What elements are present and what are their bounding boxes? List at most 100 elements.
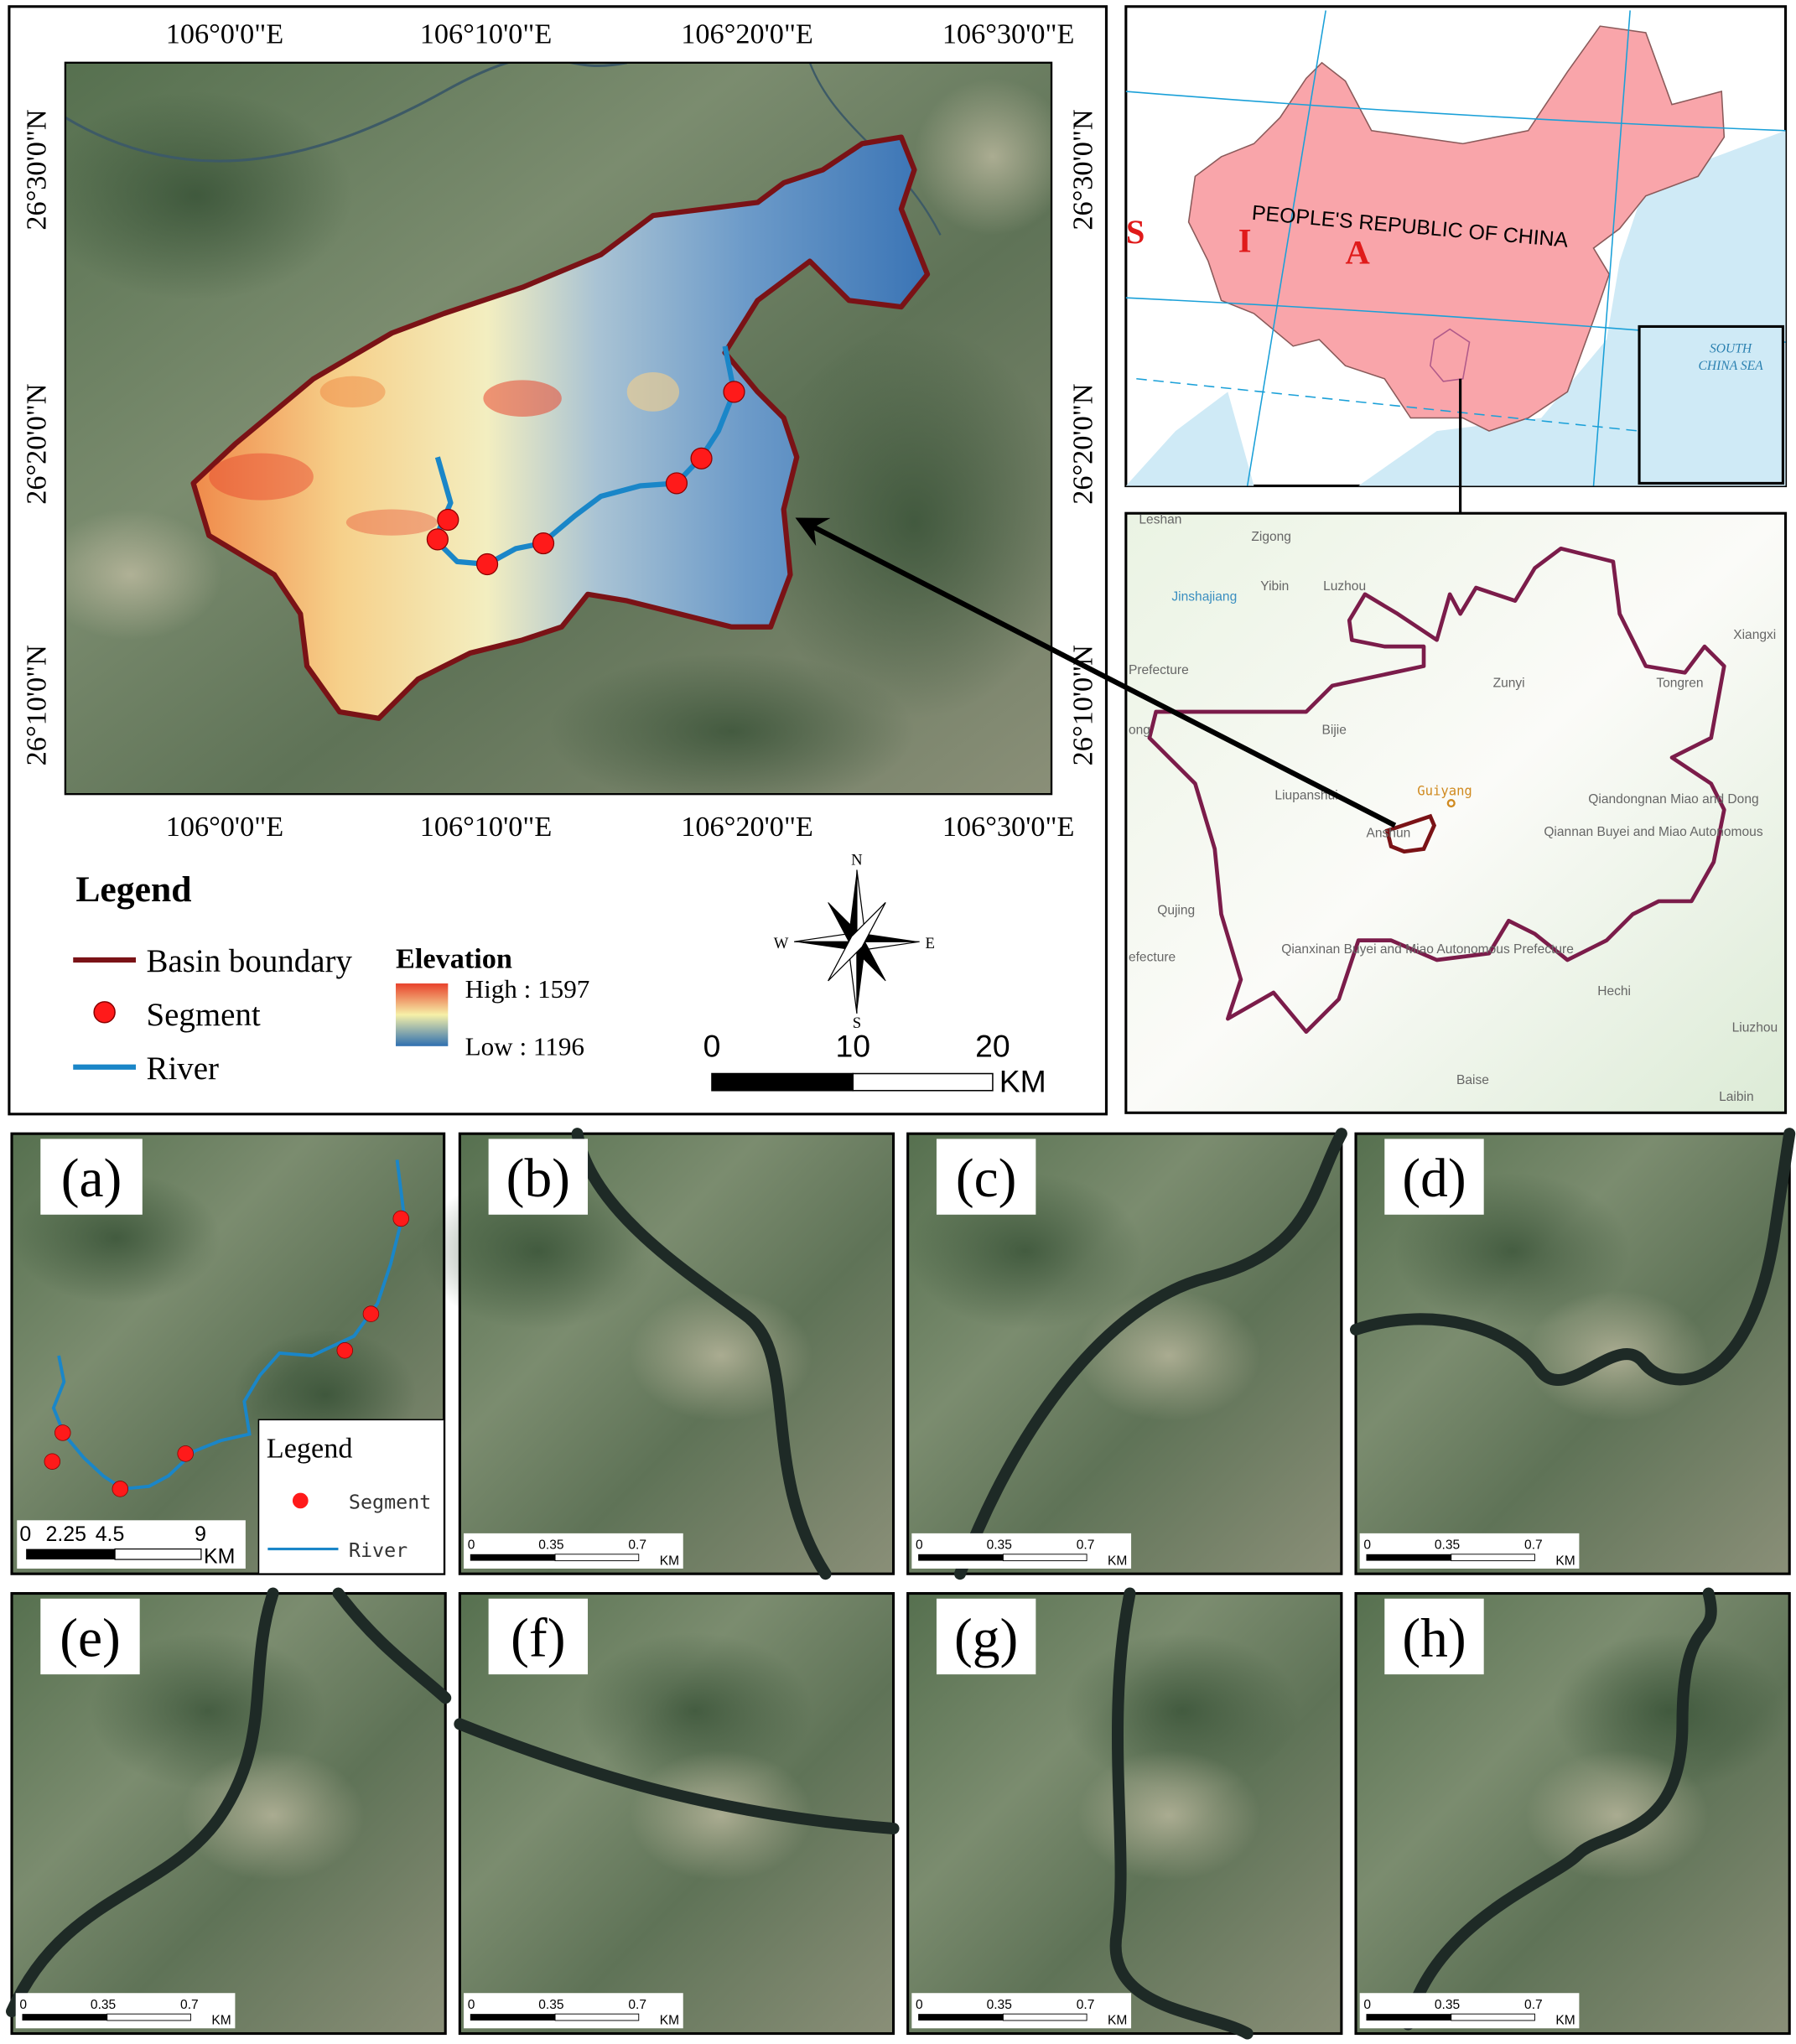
scale-unit: KM (1555, 1554, 1575, 1568)
scale-label: 0.35 (1435, 1998, 1460, 2012)
lon-label-top: 106°20'0"E (681, 18, 813, 49)
scale-label: 0 (19, 1523, 31, 1546)
panel-g: (g) 0 0.35 0.7 KM (906, 1587, 1343, 2040)
scale-label: 0.7 (1077, 1538, 1095, 1553)
vegetation-patch (1551, 1632, 1788, 1790)
settlement-patch (1077, 1750, 1261, 1881)
place-label: Leshan (1139, 513, 1181, 527)
panel-d: (d) 0 0.35 0.7 KM (1350, 1128, 1796, 1575)
place-label: Luzhou (1323, 579, 1366, 594)
scale-label: 0.7 (1077, 1998, 1095, 2012)
main-scale-bar: 0 10 20 KM (703, 1028, 1046, 1098)
south-china-sea-inset (1638, 324, 1784, 485)
segment-points (426, 381, 745, 576)
segment-point[interactable] (426, 528, 449, 551)
scale-bar-black (1366, 2014, 1451, 2021)
scale-label: 0 (468, 1538, 475, 1553)
label-box (488, 1598, 589, 1675)
segment-swatch (93, 1001, 116, 1024)
scale-bar-black (918, 1554, 1004, 1561)
scale-label: 0.7 (628, 1538, 646, 1553)
inset-label: SOUTH (1710, 342, 1752, 356)
segment-point[interactable] (112, 1481, 129, 1497)
segment-point[interactable] (475, 553, 499, 576)
segment-point[interactable] (362, 1305, 380, 1322)
scale-label: 2.25 (46, 1523, 86, 1546)
segment-point[interactable] (55, 1424, 71, 1441)
settlement-patch (181, 1750, 365, 1881)
scale-bar-white (106, 2013, 191, 2021)
study-basin-outline (1384, 813, 1437, 854)
place-label: Qiannan Buyei and Miao Autonomous (1544, 825, 1762, 839)
guiyang-marker (1446, 799, 1456, 808)
panel-e: (e) 0 0.35 0.7 KM (6, 1587, 452, 2036)
scale-label: 20 (975, 1028, 1010, 1063)
lon-label-bottom: 106°10'0"E (420, 811, 553, 843)
segment-point[interactable] (44, 1453, 61, 1470)
main-map-panel: 106°0'0"E 106°10'0"E 106°20'0"E 106°30'0… (8, 5, 1108, 1116)
vegetation-patch (420, 1172, 657, 1330)
scale-bar-black (1366, 1554, 1451, 1561)
china-landmass (1187, 25, 1726, 432)
scale-label: 0.7 (1524, 1538, 1543, 1553)
guizhou-outline (1429, 328, 1471, 382)
scale-bar-black (918, 2014, 1004, 2021)
legend-basin-boundary: Basin boundary (146, 943, 352, 979)
scale-label: 9 (195, 1523, 206, 1546)
river-channel (1109, 1587, 1254, 2040)
segment-point[interactable] (723, 381, 745, 403)
place-label: Tongren (1656, 676, 1703, 690)
legend-title: Legend (267, 1433, 353, 1465)
scale-label: 0 (468, 1998, 475, 2012)
scale-unit: KM (660, 2014, 679, 2028)
scale-label: 0 (1363, 1998, 1371, 2012)
place-label: Qianxinan Buyei and Miao Autonomous Pref… (1281, 942, 1574, 957)
place-label: efecture (1129, 951, 1176, 965)
place-label: Qujing (1157, 903, 1195, 917)
segment-point[interactable] (532, 532, 555, 555)
scale-label: 0.35 (1435, 1538, 1460, 1553)
river-channel (571, 1128, 832, 1580)
place-label: Yibin (1260, 579, 1289, 594)
compass-e: E (925, 935, 934, 952)
scale-bar-box (1359, 1533, 1580, 1569)
segment-point[interactable] (177, 1445, 194, 1462)
scale-label: 0.35 (91, 1998, 116, 2012)
panel-a-scale-bar: 0 2.25 4.5 9 KM (19, 1523, 235, 1568)
scale-unit: KM (999, 1063, 1046, 1098)
segment-point[interactable] (392, 1210, 409, 1227)
segment-point[interactable] (690, 447, 713, 469)
detail-panels: (b)0 0.35 0.7KM(c)0 0.35 0.7KM(d)0 0.35 0.7KM(… (6, 1128, 1796, 2040)
river-channel (1402, 1587, 1717, 2031)
segment-point[interactable] (665, 472, 688, 495)
place-label: Jinshajiang (1171, 590, 1237, 604)
lat-label-right: 26°30'0"N (1067, 109, 1098, 230)
label-box (936, 1598, 1036, 1675)
scale-label: 0 (19, 1998, 27, 2012)
vegetation-patch (90, 1632, 325, 1790)
place-label: Qiandongnan Miao and Dong (1588, 792, 1758, 807)
label-box (1384, 1598, 1484, 1675)
panel-label: (c) (956, 1149, 1017, 1209)
scale-label: 0 (1363, 1538, 1371, 1553)
segment-point[interactable] (437, 508, 459, 532)
panel-h: (h) 0 0.35 0.7 KM (1354, 1587, 1791, 2036)
place-label: Liupanshui (1274, 788, 1337, 802)
place-label: Xiangxi (1733, 628, 1776, 642)
settlement-patch (629, 1750, 812, 1881)
river-channel (953, 1128, 1347, 1580)
satellite-basemap (65, 62, 1052, 795)
place-label: Guiyang (1417, 784, 1472, 799)
sea (1125, 130, 1786, 486)
compass-n: N (851, 851, 863, 869)
place-labels: Leshan Zigong Yibin Luzhou Jinshajiang P… (1129, 513, 1778, 1105)
main-legend: Legend Basin boundary Segment River Elev… (73, 869, 589, 1087)
panel-label: (a) (61, 1149, 122, 1209)
place-label: Hechi (1597, 984, 1631, 999)
asia-letter: I (1238, 222, 1252, 260)
scale-bar-box (911, 1533, 1132, 1569)
label-box (488, 1139, 589, 1215)
segment-point[interactable] (336, 1342, 354, 1359)
place-label: Zunyi (1493, 676, 1525, 690)
